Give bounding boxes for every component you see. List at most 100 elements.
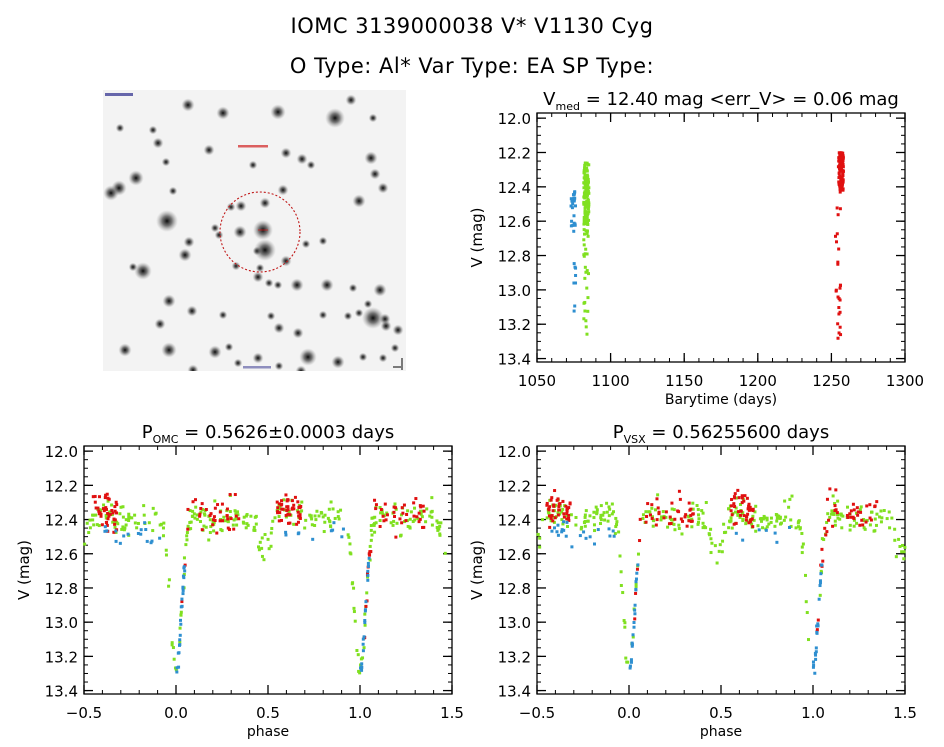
data-point-green [805,611,809,615]
data-point-green [582,228,586,232]
data-point-blue [635,571,639,575]
data-point-red [737,496,741,500]
data-point-green [185,530,189,534]
data-point-red [868,516,872,520]
data-point-blue [366,569,370,573]
data-point-blue [811,665,815,669]
data-point-blue [362,635,366,639]
data-point-red [835,206,839,210]
data-point-red [841,174,845,178]
data-point-blue [144,528,148,532]
data-point-green [545,516,549,520]
data-point-green [863,527,867,531]
data-point-red [213,506,217,510]
data-point-red [105,492,109,496]
data-point-green [108,510,112,514]
data-point-red [211,523,215,527]
data-point-green [587,272,591,276]
data-point-green [752,518,756,522]
data-point-red [288,521,292,525]
x-axis-label: phase [700,724,742,740]
star [318,236,328,246]
data-point-blue [571,202,575,206]
data-point-green [585,191,589,195]
data-point-green [612,510,616,514]
y-tick-label: 12.6 [498,213,531,231]
data-point-blue [552,526,556,530]
data-point-green [583,177,587,181]
data-point-green [270,526,274,530]
data-point-blue [611,529,615,533]
data-point-green [704,501,708,505]
x-tick-label: 1.0 [348,704,372,722]
data-point-green [151,506,155,510]
data-point-red [233,493,237,497]
data-point-green [233,509,237,513]
star [320,278,334,292]
data-point-green [875,512,879,516]
chart-lightcurve: 1050 1100 1150 1200 1250 1300 12.0 12.2 12.4 12.6… [468,89,924,408]
data-point-green [203,513,207,517]
data-point-blue [608,534,612,538]
star [280,147,292,159]
star [183,236,195,248]
star [231,261,241,271]
data-point-red [742,514,746,518]
data-point-red [638,517,642,521]
data-point-red [838,155,842,159]
data-point-red [875,500,879,504]
data-point-red [232,527,236,531]
data-point-green [406,509,410,513]
data-point-green [592,523,596,527]
data-point-green [355,648,359,652]
data-point-green [162,521,166,525]
data-point-green [852,524,856,528]
data-point-green [807,638,811,642]
data-point-green [583,196,587,200]
data-point-green [868,523,872,527]
data-point-green [878,515,882,519]
data-point-green [585,231,589,235]
chart-title-object: IOMC 3139000038 V* V1130 Cyg [290,14,654,38]
data-point-red [749,508,753,512]
data-point-red [91,495,95,499]
data-point-red [198,512,202,516]
data-point-red [212,515,216,519]
data-point-red [212,518,216,522]
data-point-red [384,518,388,522]
star [345,94,357,106]
data-point-green [586,519,590,523]
data-point-red [215,531,219,535]
data-point-red [689,513,693,517]
target-circle [219,191,301,273]
data-point-green [413,506,417,510]
data-point-green [586,207,590,211]
data-point-green [552,520,556,524]
data-point-red [734,521,738,525]
data-point-green [587,163,591,167]
data-point-blue [177,665,181,669]
data-point-red [823,526,827,530]
data-point-green [831,512,835,516]
data-point-green [610,512,614,516]
data-point-green [174,668,178,672]
data-point-green [715,561,719,565]
data-point-red [558,502,562,506]
data-point-green [284,515,288,519]
data-point-blue [634,587,638,591]
data-point-red [833,504,837,508]
data-point-red [730,513,734,517]
data-point-green [171,646,175,650]
data-point-red [566,506,570,510]
data-point-blue [588,535,592,539]
data-point-red [565,511,569,515]
data-point-green [701,526,705,530]
data-point-green [313,514,317,518]
data-point-blue [570,206,574,210]
data-point-green [263,532,267,536]
data-point-green [91,518,95,522]
data-point-green [583,520,587,524]
data-point-blue [813,671,817,675]
star [248,160,258,170]
data-point-green [411,520,415,524]
